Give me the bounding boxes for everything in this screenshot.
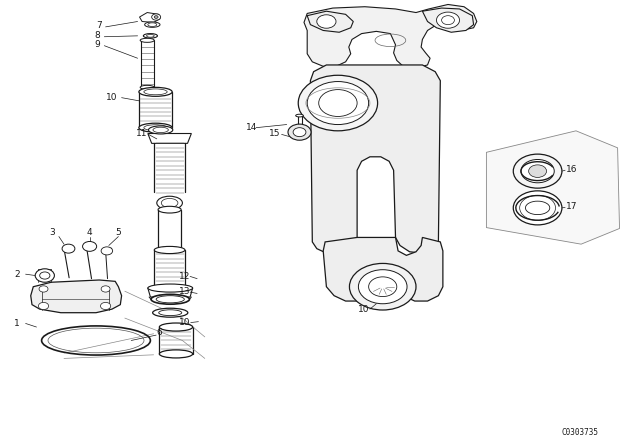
Polygon shape (148, 134, 191, 143)
Text: 8: 8 (95, 31, 100, 40)
Polygon shape (140, 13, 160, 22)
Circle shape (520, 195, 556, 220)
Ellipse shape (143, 34, 157, 38)
Polygon shape (486, 131, 620, 244)
Ellipse shape (147, 34, 154, 37)
Ellipse shape (144, 89, 167, 95)
Ellipse shape (161, 198, 178, 207)
Ellipse shape (139, 87, 172, 96)
Polygon shape (422, 8, 474, 32)
Text: 12: 12 (179, 272, 191, 281)
Ellipse shape (148, 23, 157, 26)
Polygon shape (323, 237, 443, 301)
Polygon shape (304, 4, 477, 68)
Ellipse shape (153, 127, 168, 133)
Circle shape (83, 241, 97, 251)
Text: 11: 11 (136, 129, 148, 138)
Text: 1: 1 (14, 319, 20, 328)
Circle shape (369, 277, 397, 297)
Text: 10: 10 (106, 93, 117, 102)
Text: 16: 16 (566, 165, 578, 174)
Circle shape (288, 124, 311, 140)
Polygon shape (148, 288, 193, 297)
Circle shape (101, 286, 110, 292)
Text: 9: 9 (95, 40, 100, 49)
Circle shape (317, 15, 336, 28)
Text: 4: 4 (87, 228, 92, 237)
Ellipse shape (156, 296, 184, 303)
Circle shape (152, 14, 161, 20)
Ellipse shape (296, 114, 303, 117)
Ellipse shape (158, 246, 181, 254)
Ellipse shape (151, 294, 189, 304)
Text: 10: 10 (358, 305, 370, 314)
Circle shape (39, 286, 48, 292)
Circle shape (101, 247, 113, 255)
Circle shape (40, 272, 50, 279)
Circle shape (436, 12, 460, 28)
Text: 6: 6 (157, 328, 163, 337)
Ellipse shape (144, 125, 167, 131)
Ellipse shape (139, 123, 172, 132)
Circle shape (62, 244, 75, 253)
Text: 5: 5 (116, 228, 121, 237)
Circle shape (529, 165, 547, 177)
Ellipse shape (154, 246, 185, 254)
Circle shape (349, 263, 416, 310)
Ellipse shape (159, 350, 193, 358)
Text: 17: 17 (566, 202, 578, 211)
Ellipse shape (140, 85, 154, 90)
Ellipse shape (145, 22, 160, 27)
Circle shape (100, 302, 111, 310)
Text: 3: 3 (50, 228, 55, 237)
Circle shape (442, 16, 454, 25)
Text: 14: 14 (246, 123, 258, 132)
Circle shape (319, 90, 357, 116)
Text: 13: 13 (179, 287, 191, 296)
Ellipse shape (140, 39, 154, 43)
Polygon shape (310, 65, 440, 253)
Ellipse shape (158, 206, 181, 213)
Ellipse shape (148, 284, 193, 292)
Circle shape (513, 191, 562, 225)
Text: 10: 10 (179, 318, 191, 327)
Polygon shape (307, 11, 353, 32)
Text: C0303735: C0303735 (561, 428, 598, 437)
Circle shape (298, 75, 378, 131)
Polygon shape (31, 280, 122, 313)
Text: 15: 15 (269, 129, 280, 138)
Circle shape (154, 16, 158, 18)
Ellipse shape (159, 310, 182, 315)
Ellipse shape (159, 323, 193, 331)
Circle shape (293, 128, 306, 137)
Ellipse shape (153, 308, 188, 317)
Circle shape (307, 82, 369, 125)
Ellipse shape (148, 126, 173, 134)
Circle shape (521, 159, 554, 183)
Text: 2: 2 (14, 270, 20, 279)
Ellipse shape (157, 196, 182, 210)
Circle shape (38, 302, 49, 310)
Circle shape (35, 269, 54, 282)
Circle shape (358, 270, 407, 304)
Circle shape (513, 154, 562, 188)
Text: 7: 7 (96, 22, 102, 30)
